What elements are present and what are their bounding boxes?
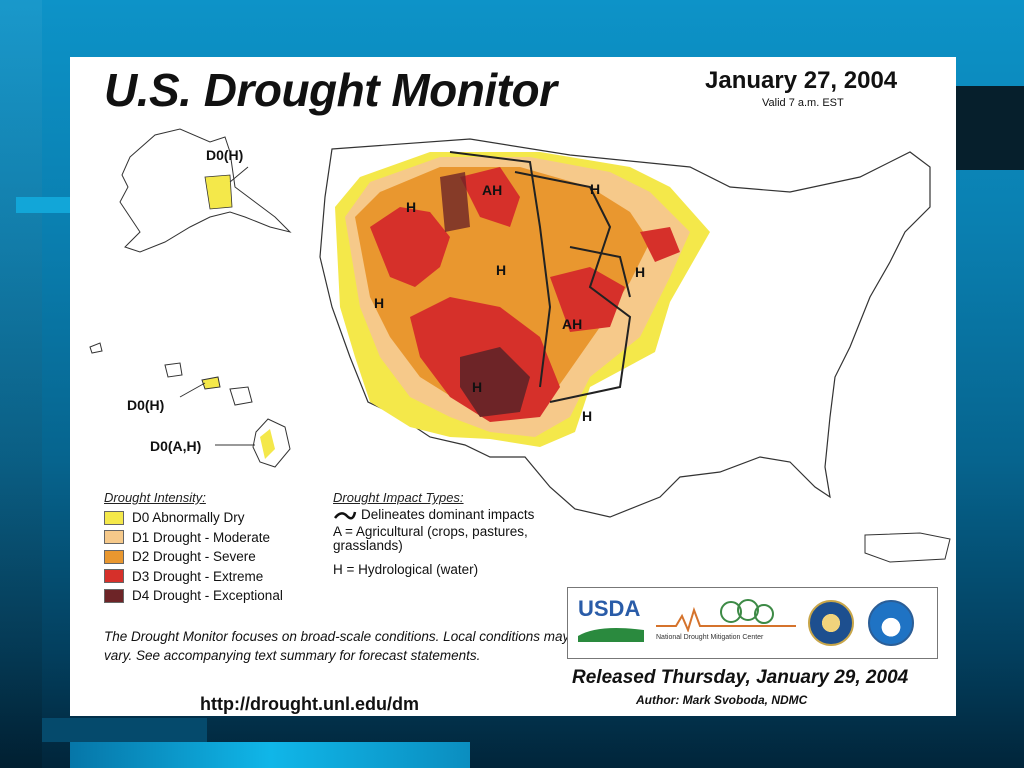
label-kansas: AH (562, 316, 583, 332)
legend-impact-delineates-label: Delineates dominant impacts (361, 507, 535, 522)
ndmc-logo: National Drought Mitigation Center (656, 598, 796, 650)
logo-box: USDA National Drought Mitigation Center (567, 587, 938, 659)
legend-impact-heading: Drought Impact Types: (333, 490, 464, 505)
legend-impact: Drought Impact Types: Delineates dominan… (333, 490, 578, 577)
swatch-d2 (104, 549, 124, 564)
noaa-seal-icon (868, 600, 914, 646)
source-url[interactable]: http://drought.unl.edu/dm (200, 694, 419, 714)
swatch-d3 (104, 569, 124, 584)
background-bottom-strip (70, 742, 470, 768)
disclaimer-note: The Drought Monitor focuses on broad-sca… (104, 629, 570, 663)
legend-label-d3: D3 Drought - Extreme (132, 568, 264, 584)
legend-label-d1: D1 Drought - Moderate (132, 529, 271, 545)
legend-label-d0: D0 Abnormally Dry (132, 510, 245, 526)
drought-map (89, 128, 951, 563)
swatch-d4 (104, 588, 124, 603)
legend-item-d1: D1 Drought - Moderate (104, 528, 334, 548)
legend-impact-hydrological: H = Hydrological (water) (333, 562, 479, 577)
usda-logo-text: USDA (578, 596, 641, 621)
author: Author: Mark Svoboda, NDMC (636, 693, 808, 707)
background-dark-box (955, 86, 1024, 170)
ndmc-logo-text: National Drought Mitigation Center (656, 634, 764, 641)
label-new-mexico: H (472, 379, 483, 395)
legend-intensity: Drought Intensity: D0 Abnormally Dry D1 … (104, 490, 334, 606)
legend-impact-delineates: Delineates dominant impacts (333, 508, 578, 522)
background-bottom-dark (42, 718, 207, 742)
valid-time: Valid 7 a.m. EST (762, 97, 844, 109)
background-left-bar (0, 0, 42, 768)
released-date: Released Thursday, January 29, 2004 (572, 667, 909, 688)
label-hawaii-top: D0(H) (127, 397, 165, 413)
delineate-line-icon (334, 511, 357, 520)
commerce-seal-icon (808, 600, 854, 646)
label-wyoming: H (496, 262, 507, 278)
legend-label-d2: D2 Drought - Severe (132, 549, 256, 565)
label-hawaii-big: D0(A,H) (150, 438, 202, 454)
usda-logo: USDA (578, 596, 646, 646)
legend-intensity-heading: Drought Intensity: (104, 490, 206, 505)
label-idaho: H (406, 199, 417, 215)
alaska-shape (119, 128, 292, 253)
label-texas: H (582, 408, 593, 424)
label-nevada: H (374, 295, 385, 311)
label-alaska: D0(H) (206, 147, 244, 163)
label-montana: AH (482, 182, 503, 198)
background-accent-bar (16, 197, 70, 213)
legend-item-d0: D0 Abnormally Dry (104, 508, 334, 528)
label-north-dakota: H (590, 181, 601, 197)
usda-hills-icon (578, 628, 644, 642)
legend-impact-agricultural: A = Agricultural (crops, pastures, grass… (333, 524, 528, 553)
map-date: January 27, 2004 (705, 67, 898, 94)
ndmc-tree-icon (656, 599, 796, 633)
hawaii-shape (89, 342, 291, 468)
label-minnesota: H (635, 264, 646, 280)
legend-label-d4: D4 Drought - Exceptional (132, 588, 283, 604)
drought-map-panel: U.S. Drought Monitor January 27, 2004 Va… (70, 57, 956, 716)
legend-item-d2: D2 Drought - Severe (104, 547, 334, 567)
legend-item-d3: D3 Drought - Extreme (104, 567, 334, 587)
swatch-d1 (104, 530, 124, 545)
conus-shape (319, 138, 931, 518)
swatch-d0 (104, 510, 124, 525)
puerto-rico-shape (864, 532, 951, 563)
map-title: U.S. Drought Monitor (104, 64, 557, 116)
legend-item-d4: D4 Drought - Exceptional (104, 586, 334, 606)
